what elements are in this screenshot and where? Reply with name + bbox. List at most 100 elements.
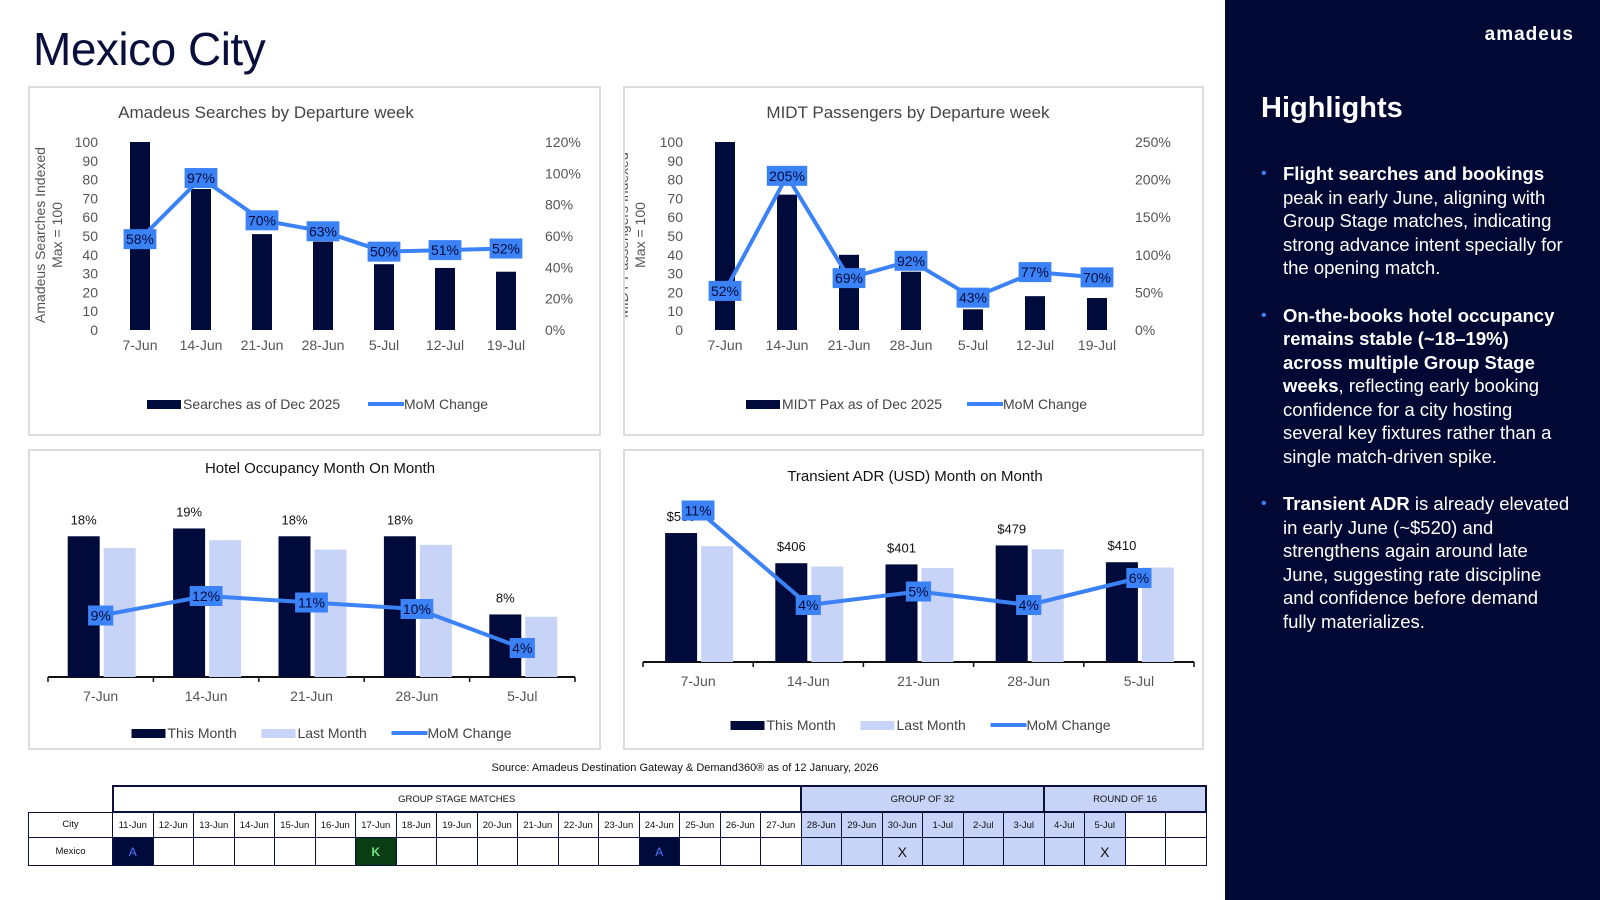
legend-bar-swatch	[131, 729, 166, 738]
y-tick-label: 60	[667, 209, 683, 225]
midt-chart-panel: MIDT Passengers by Departure week MIDT Pa…	[623, 86, 1204, 436]
y-tick-label: 40	[82, 247, 98, 263]
date-cell	[1124, 811, 1166, 838]
y2-tick-label: 0%	[1135, 322, 1155, 338]
legend-label: Last Month	[897, 717, 966, 733]
midt-chart: MIDT Passengers by Departure week MIDT Pa…	[625, 103, 1171, 412]
bar	[1087, 298, 1107, 330]
x-tick-label: 12-Jul	[426, 337, 464, 353]
chart-title: Amadeus Searches by Departure week	[118, 103, 414, 122]
match-cell	[598, 837, 640, 866]
date-cell: 27-Jun	[760, 811, 802, 838]
legend-label: Last Month	[298, 725, 367, 741]
date-cell: 21-Jun	[517, 811, 559, 838]
mom-change-label: 6%	[1129, 570, 1149, 586]
this-month-label: 18%	[71, 512, 97, 527]
x-tick-label: 14-Jun	[787, 673, 830, 689]
date-cell: 3-Jul	[1003, 811, 1045, 838]
match-cell	[476, 837, 518, 866]
highlight-text: is already elevated in early June (~$520…	[1283, 493, 1570, 632]
x-tick-label: 21-Jun	[241, 337, 284, 353]
mom-change-label-box	[1080, 267, 1114, 288]
y-tick-label: 100	[75, 134, 99, 150]
highlight-item: • Flight searches and bookings peak in ea…	[1261, 162, 1571, 280]
this-month-label: $406	[777, 539, 806, 554]
match-cell	[800, 837, 842, 866]
mom-change-label-box	[295, 592, 328, 613]
mom-change-label-box	[766, 165, 808, 186]
this-month-label: $479	[997, 521, 1026, 536]
match-cell	[962, 837, 1004, 866]
mom-change-label: 5%	[908, 584, 928, 600]
mom-change-label: 50%	[370, 244, 398, 260]
legend-bar-swatch	[147, 400, 181, 409]
y-tick-label: 40	[667, 247, 683, 263]
date-cell: 5-Jul	[1084, 811, 1126, 838]
x-tick-label: 21-Jun	[828, 337, 871, 353]
mom-change-label-box	[509, 638, 535, 658]
y-tick-label: 70	[82, 190, 98, 206]
source-note: Source: Amadeus Destination Gateway & De…	[491, 762, 879, 774]
chart-title: Hotel Occupancy Month On Month	[205, 460, 435, 477]
date-cell: 30-Jun	[881, 811, 923, 838]
mom-change-label-box	[905, 581, 932, 602]
bullet-icon: •	[1261, 495, 1267, 512]
highlight-text: peak in early June, aligning with Group …	[1283, 186, 1563, 279]
date-cell: 26-Jun	[719, 811, 761, 838]
y-axis-label: Amadeus Searches Indexed	[32, 147, 48, 323]
highlights-list: • Flight searches and bookings peak in ea…	[1261, 162, 1571, 657]
match-cell: X	[1084, 837, 1126, 866]
last-month-bar	[701, 546, 734, 662]
group-of-32-header: GROUP OF 32	[800, 785, 1045, 813]
x-tick-label: 21-Jun	[897, 673, 940, 689]
bar	[191, 189, 211, 330]
mom-change-label: 4%	[798, 597, 818, 613]
date-cell: 12-Jun	[152, 811, 194, 838]
legend-bar-swatch	[730, 721, 765, 730]
date-cell: 22-Jun	[557, 811, 599, 838]
legend-label: Searches as of Dec 2025	[183, 396, 340, 412]
mom-change-label: 43%	[959, 290, 987, 306]
highlight-bold: On-the-books hotel occupancy remains sta…	[1283, 304, 1555, 397]
match-cell	[233, 837, 275, 866]
y-tick-label: 70	[667, 190, 683, 206]
legend-bar-swatch	[860, 721, 895, 730]
date-cell: 13-Jun	[193, 811, 235, 838]
y-tick-label: 0	[90, 322, 98, 338]
y-tick-label: 20	[667, 284, 683, 300]
y2-tick-label: 200%	[1135, 172, 1171, 188]
date-cell: 28-Jun	[800, 811, 842, 838]
match-cell	[517, 837, 559, 866]
mom-change-label: 70%	[248, 212, 276, 228]
x-tick-label: 19-Jul	[1078, 337, 1116, 353]
x-tick-label: 28-Jun	[1007, 673, 1050, 689]
mom-change-label: 70%	[1083, 269, 1111, 285]
mom-change-label-box	[1016, 595, 1042, 615]
mom-change-label: 69%	[835, 270, 863, 286]
x-tick-label: 5-Jul	[1124, 673, 1154, 689]
mom-change-label: 9%	[91, 608, 111, 624]
date-cell: 25-Jun	[679, 811, 721, 838]
x-tick-label: 14-Jun	[180, 337, 223, 353]
this-month-label: 19%	[176, 504, 202, 519]
bar	[374, 264, 394, 330]
bar	[901, 271, 921, 330]
x-tick-label: 7-Jun	[83, 688, 118, 704]
mom-change-label: 11%	[685, 503, 712, 519]
y-tick-label: 90	[82, 153, 98, 169]
highlight-bold: Transient ADR	[1283, 493, 1410, 514]
match-cell	[395, 837, 437, 866]
y-tick-label: 50	[82, 228, 98, 244]
date-cell: 18-Jun	[395, 811, 437, 838]
chart-title: Transient ADR (USD) Month on Month	[787, 468, 1042, 485]
mom-change-label-box	[681, 500, 715, 521]
y2-tick-label: 100%	[545, 165, 581, 181]
y-tick-label: 100	[660, 134, 684, 150]
match-cell: K	[355, 837, 397, 866]
y2-tick-label: 20%	[545, 291, 573, 307]
highlight-item: • Transient ADR is already elevated in ea…	[1261, 492, 1571, 633]
bar	[963, 309, 983, 330]
match-cell	[557, 837, 599, 866]
highlight-bold: Flight searches and bookings	[1283, 163, 1545, 184]
x-tick-label: 5-Jul	[958, 337, 988, 353]
